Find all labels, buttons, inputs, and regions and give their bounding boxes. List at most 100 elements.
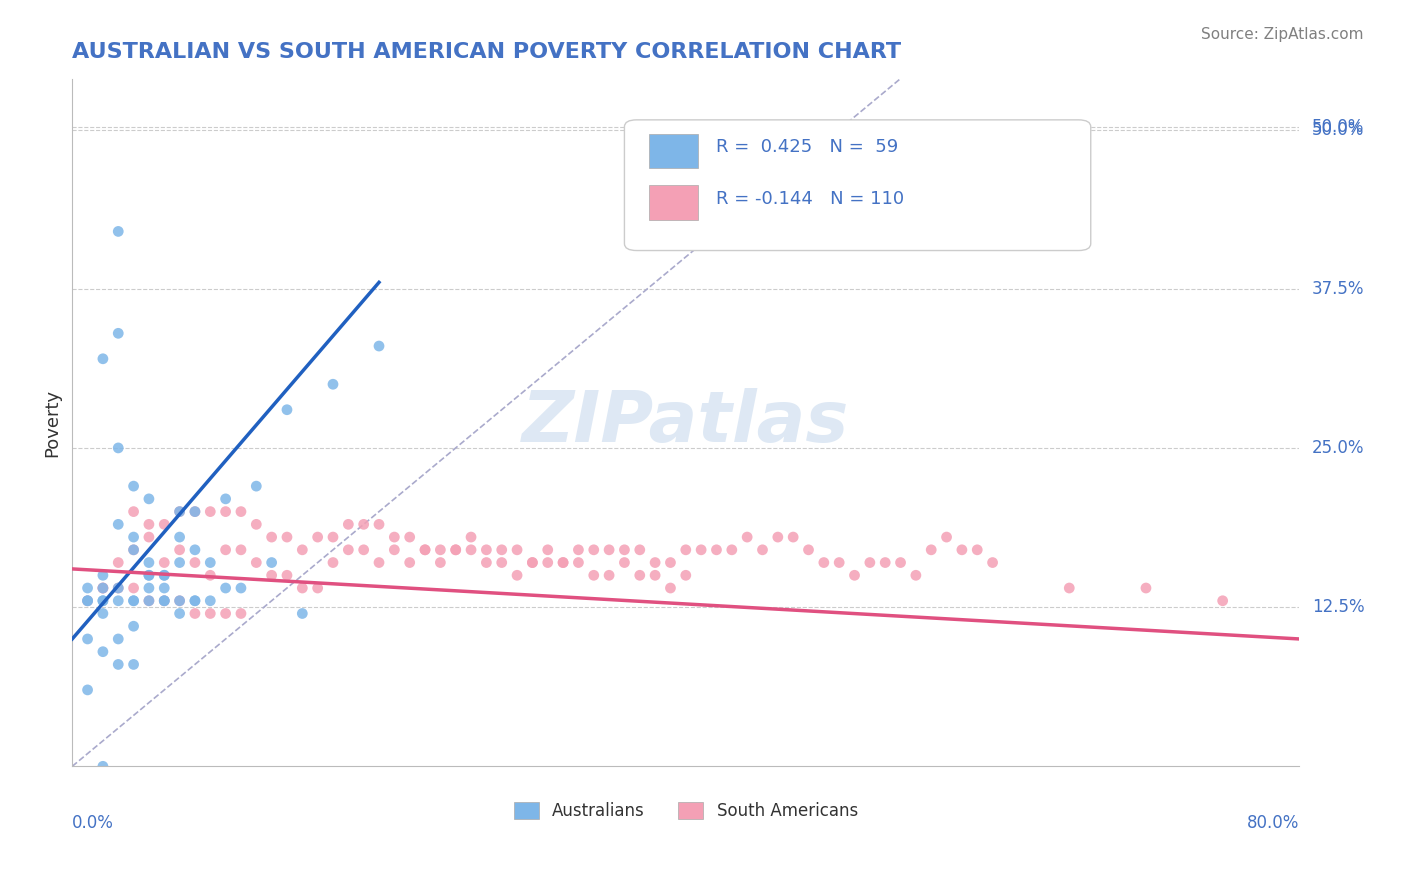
Point bbox=[229, 505, 252, 519]
Point bbox=[1059, 581, 1081, 595]
Point bbox=[537, 556, 560, 570]
Point bbox=[214, 581, 236, 595]
Point bbox=[353, 517, 375, 532]
Point bbox=[368, 517, 391, 532]
Point bbox=[122, 542, 145, 557]
Point bbox=[122, 530, 145, 544]
Point bbox=[107, 593, 129, 607]
Text: 25.0%: 25.0% bbox=[1312, 439, 1364, 457]
Point bbox=[628, 568, 651, 582]
Point bbox=[537, 542, 560, 557]
Point bbox=[904, 568, 927, 582]
Point bbox=[91, 759, 114, 773]
FancyBboxPatch shape bbox=[650, 186, 697, 219]
Point bbox=[844, 568, 866, 582]
Point bbox=[751, 542, 773, 557]
Text: 12.5%: 12.5% bbox=[1312, 599, 1364, 616]
Point bbox=[322, 556, 344, 570]
Point bbox=[920, 542, 942, 557]
Point bbox=[475, 542, 498, 557]
Point bbox=[460, 542, 482, 557]
Point bbox=[613, 542, 636, 557]
Point bbox=[613, 556, 636, 570]
Point bbox=[981, 556, 1004, 570]
Point bbox=[690, 542, 713, 557]
Text: 50.0%: 50.0% bbox=[1312, 118, 1364, 136]
Text: 80.0%: 80.0% bbox=[1247, 814, 1299, 832]
Point bbox=[966, 542, 988, 557]
Point bbox=[169, 607, 191, 621]
FancyBboxPatch shape bbox=[650, 134, 697, 168]
Point bbox=[291, 581, 314, 595]
Point bbox=[522, 556, 544, 570]
Point bbox=[491, 542, 513, 557]
Point bbox=[735, 530, 758, 544]
Point bbox=[153, 568, 176, 582]
Point bbox=[214, 491, 236, 506]
Point bbox=[107, 326, 129, 341]
Point bbox=[91, 581, 114, 595]
Point bbox=[153, 581, 176, 595]
Point bbox=[413, 542, 436, 557]
Point bbox=[582, 568, 605, 582]
Point bbox=[169, 505, 191, 519]
Point bbox=[169, 542, 191, 557]
Point bbox=[122, 619, 145, 633]
Point bbox=[200, 505, 222, 519]
Point bbox=[522, 556, 544, 570]
Point bbox=[91, 581, 114, 595]
Point bbox=[413, 542, 436, 557]
Y-axis label: Poverty: Poverty bbox=[44, 388, 60, 457]
Point bbox=[138, 593, 160, 607]
Point bbox=[76, 593, 98, 607]
Point bbox=[475, 556, 498, 570]
Point bbox=[644, 568, 666, 582]
Point bbox=[797, 542, 820, 557]
Point bbox=[184, 542, 207, 557]
Point bbox=[91, 593, 114, 607]
Point bbox=[76, 682, 98, 697]
Point bbox=[91, 645, 114, 659]
Point bbox=[813, 556, 835, 570]
Point bbox=[307, 530, 329, 544]
Point bbox=[706, 542, 728, 557]
Point bbox=[153, 593, 176, 607]
Point bbox=[551, 556, 574, 570]
Point bbox=[122, 657, 145, 672]
Point bbox=[122, 505, 145, 519]
Point bbox=[200, 568, 222, 582]
Point bbox=[169, 593, 191, 607]
Point bbox=[260, 530, 283, 544]
Point bbox=[200, 593, 222, 607]
Point bbox=[322, 530, 344, 544]
Point bbox=[91, 568, 114, 582]
Legend: Australians, South Americans: Australians, South Americans bbox=[508, 796, 865, 827]
Text: R =  0.425   N =  59: R = 0.425 N = 59 bbox=[717, 138, 898, 156]
Text: Source: ZipAtlas.com: Source: ZipAtlas.com bbox=[1201, 27, 1364, 42]
Point bbox=[675, 542, 697, 557]
Point bbox=[122, 542, 145, 557]
Point bbox=[184, 593, 207, 607]
Point bbox=[398, 556, 420, 570]
Point bbox=[935, 530, 957, 544]
Point bbox=[260, 568, 283, 582]
Point bbox=[91, 593, 114, 607]
Point bbox=[153, 556, 176, 570]
Point bbox=[429, 542, 451, 557]
Point bbox=[659, 581, 682, 595]
Point bbox=[766, 530, 789, 544]
Point bbox=[491, 556, 513, 570]
Point bbox=[276, 402, 298, 417]
Point bbox=[506, 568, 529, 582]
Text: 0.0%: 0.0% bbox=[72, 814, 114, 832]
Point bbox=[582, 542, 605, 557]
Point bbox=[245, 556, 267, 570]
Point bbox=[107, 517, 129, 532]
Point bbox=[122, 593, 145, 607]
Point bbox=[245, 517, 267, 532]
Point bbox=[153, 593, 176, 607]
Point bbox=[91, 607, 114, 621]
Point bbox=[950, 542, 973, 557]
Point bbox=[659, 556, 682, 570]
Point bbox=[828, 556, 851, 570]
